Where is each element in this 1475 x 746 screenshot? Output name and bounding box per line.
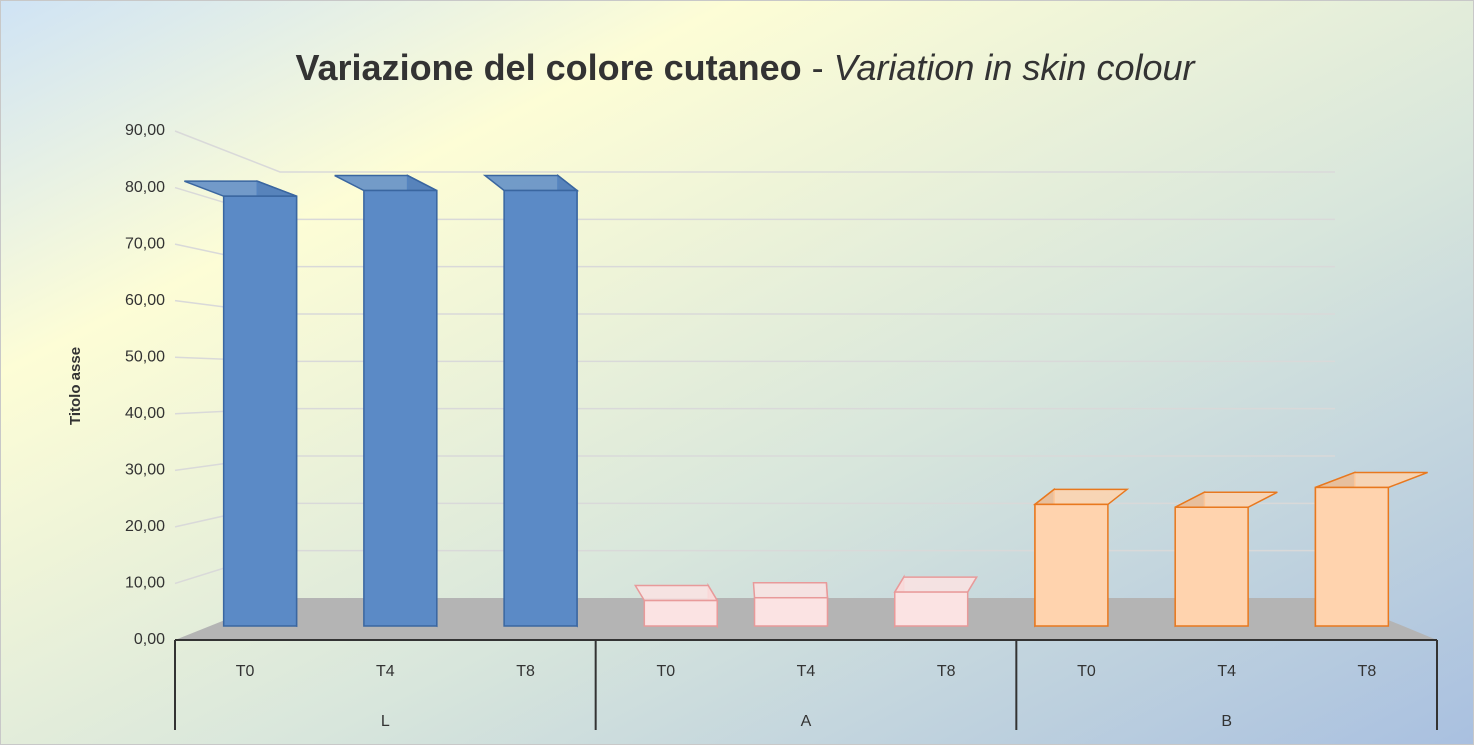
y-tick-label: 20,00 (125, 518, 165, 535)
x-tick-label: T4 (797, 663, 816, 680)
chart-title: Variazione del colore cutaneo - Variation … (295, 47, 1196, 88)
bar (363, 189, 438, 627)
y-tick-label: 90,00 (125, 122, 165, 139)
bar-top (633, 584, 719, 602)
bar (753, 596, 829, 627)
bar-top (752, 581, 829, 599)
group-label: A (801, 713, 812, 730)
group-label: B (1221, 713, 1232, 730)
bar (1314, 486, 1390, 627)
x-tick-label: T8 (516, 663, 535, 680)
grid-line (174, 130, 1335, 173)
title-sub: Variation in skin colour (834, 47, 1197, 88)
y-tick-label: 50,00 (125, 348, 165, 365)
x-tick-label: T8 (1358, 663, 1377, 680)
y-tick-label: 30,00 (125, 462, 165, 479)
title-separator: - (812, 47, 824, 88)
y-axis-title: Titolo asse (67, 347, 84, 425)
bar (222, 195, 298, 627)
bar (1034, 503, 1109, 627)
x-tick-label: T8 (937, 663, 956, 680)
y-tick-label: 40,00 (125, 405, 165, 422)
y-tick-label: 10,00 (125, 575, 165, 592)
y-tick-label: 0,00 (134, 631, 165, 648)
x-tick-label: T4 (1217, 663, 1236, 680)
y-tick-label: 60,00 (125, 292, 165, 309)
x-tick-label: T4 (376, 663, 395, 680)
bar (1174, 506, 1249, 627)
x-tick-label: T0 (656, 663, 675, 680)
x-tick-label: T0 (236, 663, 255, 680)
title-main: Variazione del colore cutaneo (295, 47, 801, 88)
x-tick-label: T0 (1077, 663, 1096, 680)
y-tick-label: 80,00 (125, 179, 165, 196)
group-label: L (381, 713, 390, 730)
bar (643, 599, 718, 627)
bar (503, 189, 578, 627)
bar-top (893, 576, 979, 593)
y-tick-label: 70,00 (125, 235, 165, 252)
bar (894, 591, 969, 627)
